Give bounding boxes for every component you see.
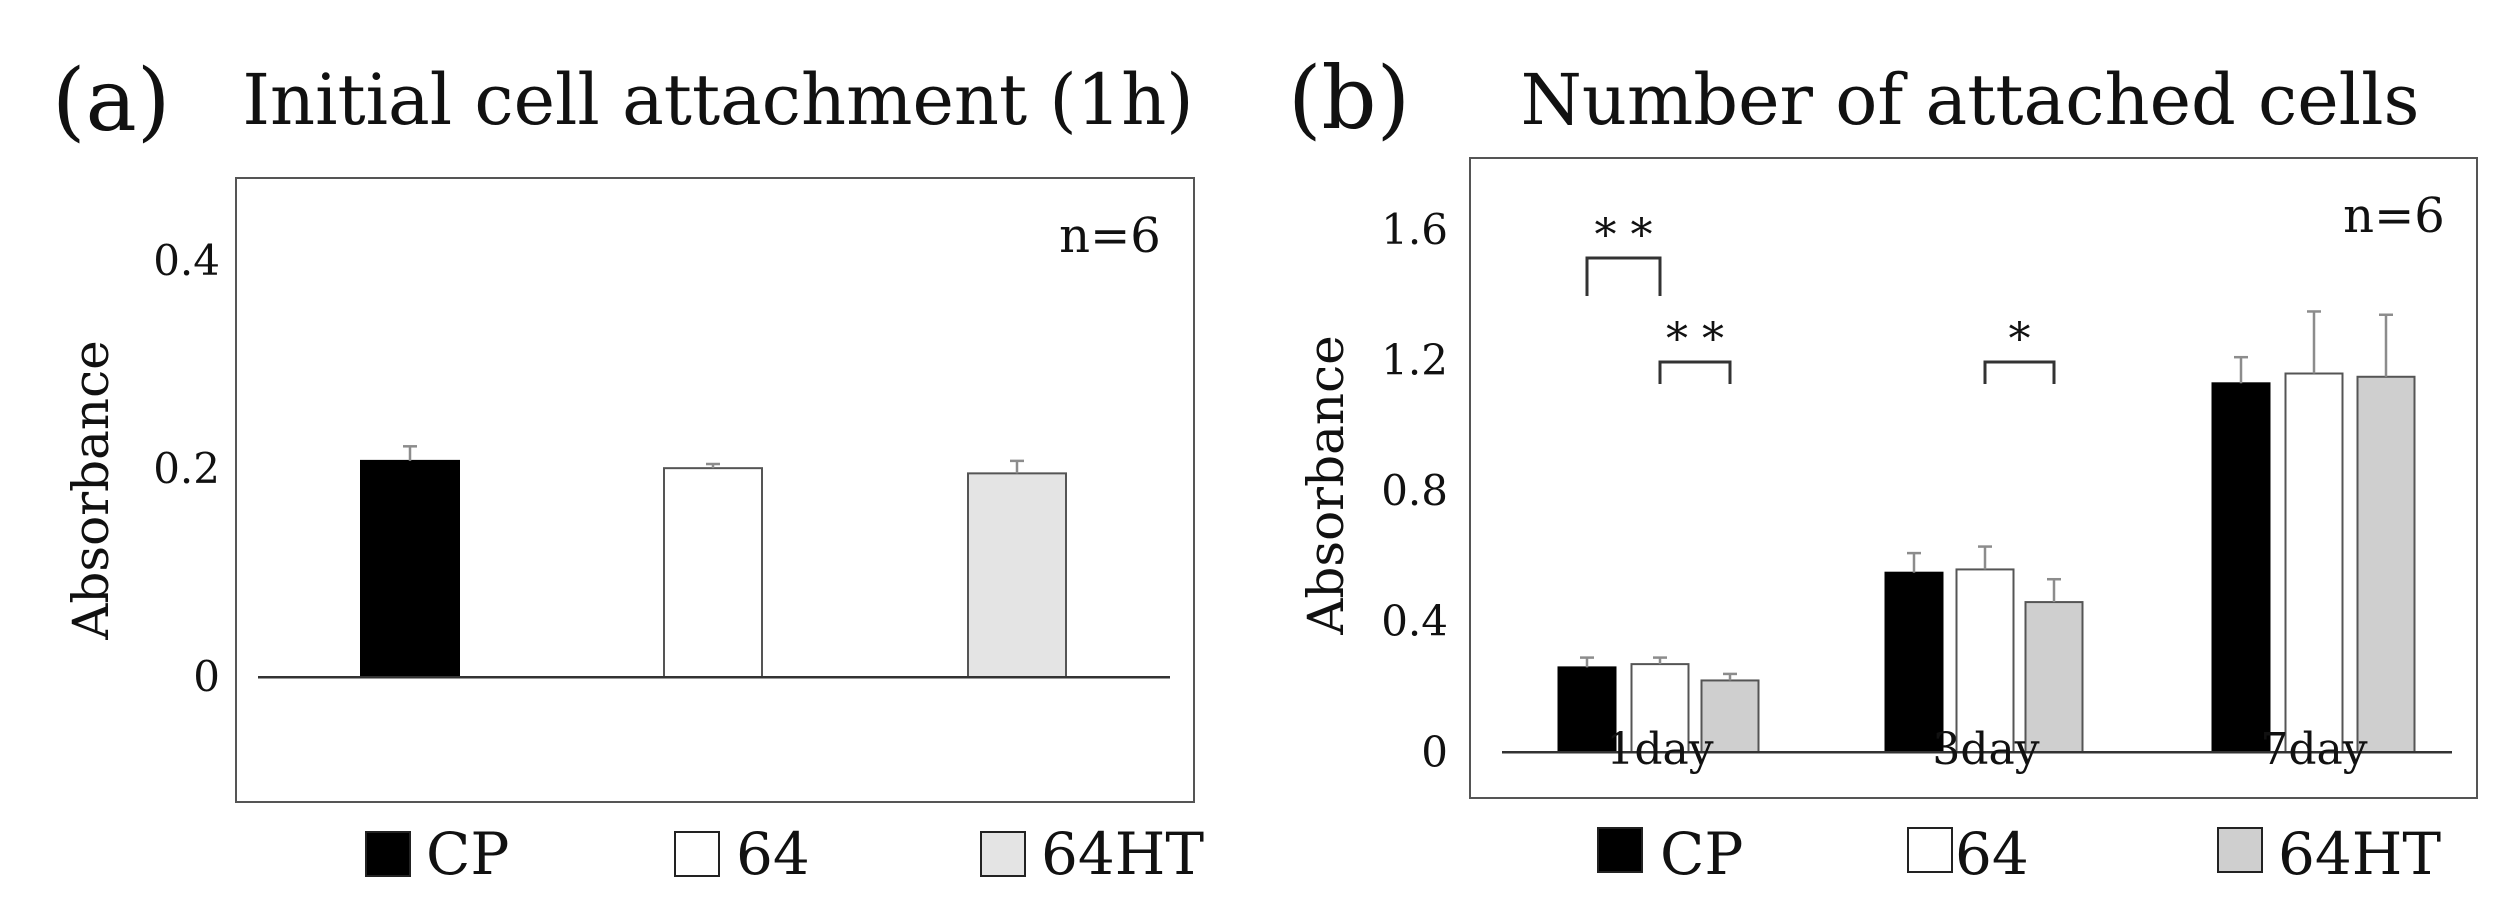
panel-a-legend-label: CP — [426, 820, 509, 888]
panel-b-marks: 0 0.4 0.8 1.2 1.6 1day 3day 7day * * * * * — [1381, 205, 2452, 776]
panel-b-significance-bracket — [1658, 360, 1732, 384]
panel-a-legend-label: 64 — [736, 820, 810, 888]
panel-a-legend-swatch-64 — [674, 831, 720, 877]
panel-b-n-annotation: n=6 — [2343, 188, 2445, 244]
panel-b-category-label: 3day — [1932, 724, 2039, 775]
panel-b-significance-label: * — [2009, 314, 2031, 365]
panel-b-legend: CP 64 64HT — [1597, 820, 2441, 888]
panel-a-legend-swatch-64ht — [980, 831, 1026, 877]
panel-b-y-tick-label: 0.4 — [1381, 597, 1448, 646]
panel-b-legend-swatch-64 — [1907, 827, 1953, 873]
panel-b-bar-64 — [1955, 568, 2015, 754]
panel-a-y-axis-label: Absorbance — [62, 340, 120, 640]
panel-a-bar-cp — [360, 459, 460, 679]
panel-b-significance-label: * * — [1595, 210, 1653, 261]
panel-b-y-tick-label: 0 — [1421, 727, 1448, 776]
panel-b-legend-label: 64HT — [2278, 820, 2441, 888]
panel-b-significance-bracket — [1983, 360, 2056, 384]
panel-a-n-annotation: n=6 — [1059, 208, 1161, 264]
panel-a-letter: (a) — [52, 51, 170, 151]
panel-b-legend-label: CP — [1660, 820, 1743, 888]
panel-b-category-label: 7day — [2260, 724, 2367, 775]
panel-a-marks: 0 0.2 0.4 — [153, 236, 1170, 701]
panel-b-significance-label: * * — [1666, 314, 1724, 365]
panel-b-y-axis-label: Absorbance — [1297, 335, 1355, 635]
panel-b-bar-64ht — [1700, 679, 1760, 754]
panel-b-category-label: 1day — [1606, 724, 1713, 775]
panel-a-bar-64 — [663, 467, 763, 679]
panel-b-bar-64ht — [2356, 375, 2416, 754]
panel-a-legend-swatch-cp — [365, 831, 411, 877]
panel-b-legend-swatch-cp — [1597, 827, 1643, 873]
panel-a-legend-label: 64HT — [1041, 820, 1204, 888]
panel-b-bar-cp — [2211, 382, 2271, 754]
panel-a-plot-frame — [235, 177, 1195, 803]
panel-b-legend-swatch-64ht — [2217, 827, 2263, 873]
panel-b-title: Number of attached cells — [1521, 59, 2420, 141]
panel-b-significance-bracket — [1585, 256, 1662, 296]
panel-b-bar-64 — [1630, 663, 1690, 754]
panel-b-y-tick-label: 1.2 — [1381, 335, 1448, 384]
panel-b-bar-64 — [2284, 372, 2344, 754]
panel-b-letter: (b) — [1288, 49, 1410, 149]
panel-a-legend: CP 64 64HT — [365, 820, 1204, 888]
panel-a-y-tick-label: 0.2 — [153, 444, 220, 493]
panel-a-bar-64ht — [967, 472, 1067, 679]
panel-a-y-tick-label: 0 — [193, 652, 220, 701]
panel-b-legend-label: 64 — [1955, 820, 2029, 888]
panel-b-y-tick-label: 1.6 — [1381, 205, 1448, 254]
panel-a-y-tick-label: 0.4 — [153, 236, 220, 285]
panel-b-plot-frame — [1469, 157, 2478, 799]
panel-a-title: Initial cell attachment (1h) — [242, 59, 1193, 141]
panel-b-y-tick-label: 0.8 — [1381, 466, 1448, 515]
panel-b-bar-64ht — [2024, 601, 2084, 754]
